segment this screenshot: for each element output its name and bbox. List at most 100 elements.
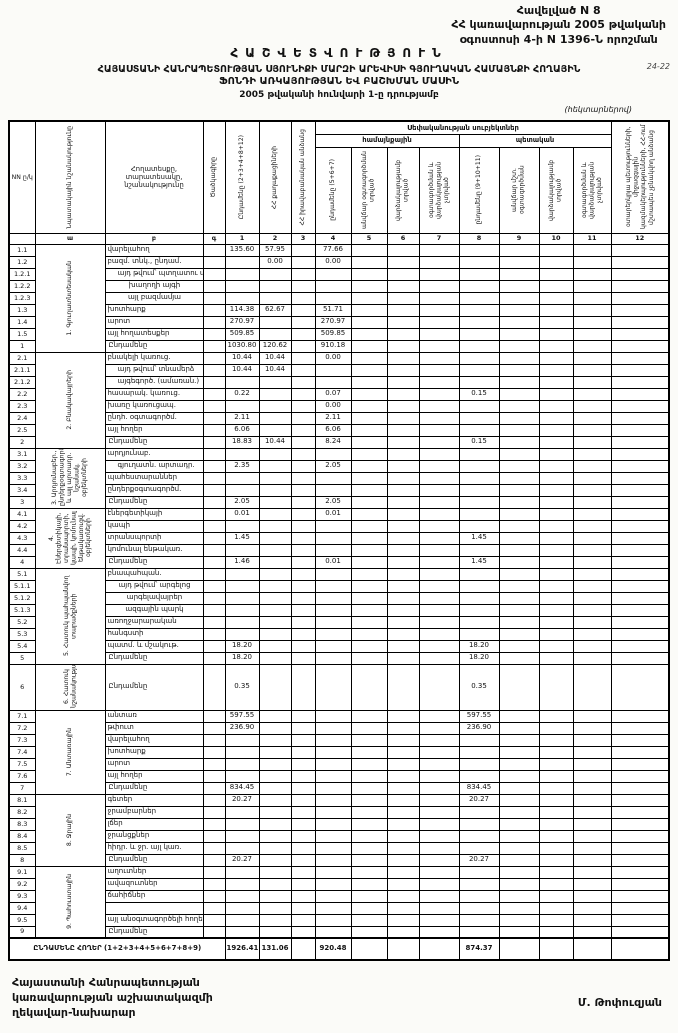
row-number: 3.4: [8, 483, 36, 497]
value-cell-col-10: [538, 733, 574, 747]
value-cell-col-12: [610, 495, 670, 509]
value-cell-col-6: [386, 663, 420, 711]
value-cell-col-2: [258, 531, 292, 545]
value-cell-col-5: [350, 471, 388, 485]
value-cell-col-5: [350, 303, 388, 317]
table-row: 1.2.2 խաղողի այգի: [8, 279, 670, 293]
row-number: 8: [8, 853, 36, 867]
value-cell-col-5: [350, 243, 388, 257]
row-number: 5.3: [8, 627, 36, 641]
value-cell-col-4: [314, 567, 352, 581]
value-cell-col-12: [610, 591, 670, 605]
row-label: արգելավայրեր: [104, 591, 204, 605]
value-cell-col-7: [418, 889, 460, 903]
value-cell-col-5: [350, 805, 388, 819]
table-row: 8.4 ջրանցքներ: [8, 829, 670, 843]
value-cell-col-4: [314, 603, 352, 617]
value-cell-col-6: [386, 567, 420, 581]
value-cell-col-8: [458, 733, 500, 747]
value-cell-col-1: [224, 591, 260, 605]
category-label: 2. Բնակավայրերի: [66, 370, 74, 430]
value-cell-col-9: [498, 889, 540, 903]
value-cell-col-4: [314, 519, 352, 533]
value-cell-col-8: [458, 591, 500, 605]
row-number: 1.2.1: [8, 267, 36, 281]
row-label: խոտհարք: [104, 745, 204, 759]
value-cell-col-9: [498, 243, 540, 257]
value-cell-col-5: [350, 663, 388, 711]
table-row: 1 Ընդամենը 1030.80 120.62 910.18: [8, 339, 670, 353]
value-cell-col-7: [418, 531, 460, 545]
value-cell-col-12: [610, 351, 670, 365]
grand-total-col-3: [290, 937, 316, 961]
value-cell-col-5: [350, 363, 388, 377]
value-cell-col-11: [572, 459, 612, 473]
value-cell-col-2: [258, 375, 292, 389]
index-number: 9: [498, 232, 540, 245]
index-number: 5: [350, 232, 388, 245]
value-cell-col-9: [498, 733, 540, 747]
value-cell-col-2: 57.95: [258, 243, 292, 257]
value-cell-col-12: [610, 913, 670, 927]
code-cell: [202, 841, 226, 855]
value-cell-col-6: [386, 757, 420, 771]
row-number: 8.1: [8, 793, 36, 807]
row-number: 8.2: [8, 805, 36, 819]
row-label: գետեր: [104, 793, 204, 807]
value-cell-col-9: [498, 841, 540, 855]
header-col-12: օտարերկրյա պետությունների, միջազգային կա…: [610, 120, 670, 234]
row-label: այլ հողեր: [104, 769, 204, 783]
value-cell-col-1: [224, 399, 260, 413]
value-cell-col-11: [572, 853, 612, 867]
header-col-9: անվճար մշտ. օգտագործման: [498, 146, 540, 234]
value-cell-col-7: [418, 507, 460, 521]
value-cell-col-7: [418, 663, 460, 711]
value-cell-col-9: [498, 447, 540, 461]
value-cell-col-11: [572, 709, 612, 723]
value-cell-col-11: [572, 793, 612, 807]
value-cell-col-1: [224, 255, 260, 269]
value-cell-col-11: [572, 877, 612, 891]
value-cell-col-7: [418, 279, 460, 293]
code-cell: [202, 733, 226, 747]
value-cell-col-8: 18.20: [458, 639, 500, 653]
table-row: 2.5 այլ հողեր 6.06 6.06: [8, 423, 670, 437]
value-cell-col-11: [572, 865, 612, 879]
value-cell-col-10: [538, 387, 574, 401]
row-label: արոտ: [104, 315, 204, 329]
header-col-2: ՀՀ քաղաքացիների: [258, 120, 292, 234]
value-cell-col-11: [572, 745, 612, 759]
value-cell-col-8: 834.45: [458, 781, 500, 795]
row-number: 1.2: [8, 255, 36, 269]
value-cell-col-6: [386, 579, 420, 593]
row-label: [104, 901, 204, 915]
value-cell-col-8: [458, 399, 500, 413]
table-row: 7 Ընդամենը 834.45 834.45: [8, 781, 670, 795]
table-row: 2 Ընդամենը 18.83 10.44 8.24 0.15: [8, 435, 670, 449]
value-cell-col-2: 10.44: [258, 435, 292, 449]
code-cell: [202, 423, 226, 437]
value-cell-col-6: [386, 853, 420, 867]
index-letter: բ: [104, 232, 204, 245]
code-cell: [202, 591, 226, 605]
value-cell-col-12: [610, 925, 670, 939]
value-cell-col-3: [290, 351, 316, 365]
value-cell-col-10: [538, 471, 574, 485]
value-cell-col-11: [572, 603, 612, 617]
code-cell: [202, 639, 226, 653]
value-cell-col-8: 20.27: [458, 793, 500, 807]
code-cell: [202, 555, 226, 569]
value-cell-col-4: 0.01: [314, 555, 352, 569]
value-cell-col-3: [290, 255, 316, 269]
row-number: 4: [8, 555, 36, 569]
value-cell-col-7: [418, 877, 460, 891]
title-block: ՀԱՇՎԵՏՎՈՒԹՅՈՒՆ ՀԱՅԱՍՏԱՆԻ ՀԱՆՐԱՊԵՏՈՒԹՅԱՆ …: [0, 46, 678, 100]
table-row: 5.3 հանգստի: [8, 627, 670, 641]
index-number: 6: [386, 232, 420, 245]
value-cell-col-4: [314, 865, 352, 879]
value-cell-col-1: [224, 567, 260, 581]
value-cell-col-3: [290, 291, 316, 305]
index-number: 2: [258, 232, 292, 245]
value-cell-col-1: [224, 627, 260, 641]
value-cell-col-3: [290, 591, 316, 605]
